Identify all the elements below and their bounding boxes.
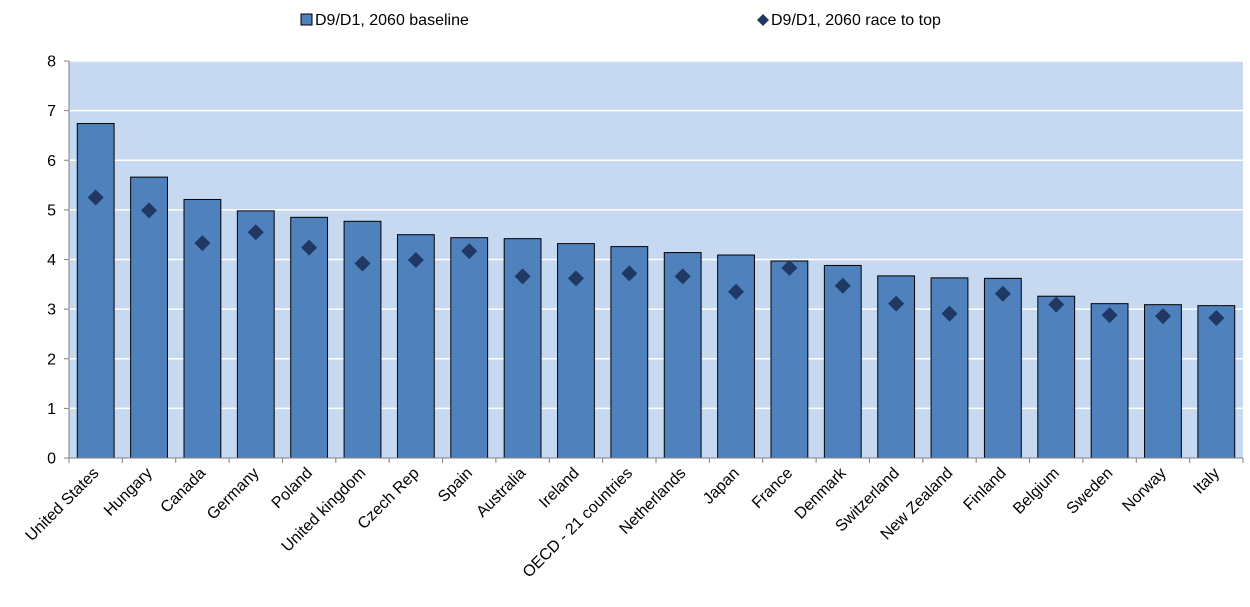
x-tick-label: Finland — [961, 465, 1010, 514]
bar — [663, 252, 702, 459]
bar — [130, 176, 168, 459]
bar — [290, 216, 329, 459]
legend-swatch-baseline — [300, 13, 313, 26]
bar — [1144, 304, 1182, 459]
diamond-marker — [728, 283, 745, 300]
diamond-marker — [1208, 310, 1225, 327]
bar — [1090, 303, 1129, 459]
x-tick-label: France — [749, 465, 796, 512]
diamond-marker — [1048, 296, 1065, 313]
bar — [1197, 305, 1236, 459]
x-tick-label: Spain — [435, 465, 476, 506]
y-tick-label: 7 — [47, 103, 56, 120]
diamond-marker — [354, 255, 371, 272]
y-tick-label: 1 — [47, 401, 56, 418]
x-tick-label: Italy — [1190, 465, 1223, 498]
y-tick-label: 2 — [47, 351, 56, 368]
y-tick-label: 8 — [47, 54, 56, 71]
x-tick-label: Belgium — [1010, 465, 1063, 518]
legend-label-baseline: D9/D1, 2060 baseline — [315, 12, 469, 29]
diamond-marker — [247, 224, 264, 241]
diamond-marker — [194, 235, 211, 252]
bar — [450, 237, 489, 459]
diamond-marker — [407, 251, 424, 268]
y-tick-label: 6 — [47, 153, 56, 170]
x-tick-label: Norway — [1119, 465, 1169, 515]
diamond-marker — [1101, 307, 1118, 324]
diamond-marker — [621, 265, 638, 282]
bar — [983, 277, 1022, 459]
legend-swatch-race-to-top — [757, 14, 769, 26]
bar — [930, 277, 969, 459]
diamond-marker — [888, 295, 905, 312]
x-tick-label: Japan — [700, 465, 743, 508]
diamond-marker — [994, 285, 1011, 302]
diamond-marker — [781, 259, 798, 276]
diamond-marker — [514, 268, 531, 285]
bar — [76, 123, 115, 459]
x-tick-label: Hungary — [101, 465, 156, 520]
diamond-marker — [301, 239, 318, 256]
diamond-marker — [87, 189, 104, 206]
bar — [183, 198, 222, 459]
bar — [770, 260, 809, 459]
x-tick-label: Sweden — [1064, 465, 1117, 518]
diamond-marker — [141, 202, 158, 219]
x-tick-label: Poland — [269, 465, 316, 512]
x-tick-label: Canada — [158, 465, 210, 517]
y-tick-label: 4 — [47, 252, 56, 269]
diamond-marker — [1154, 308, 1171, 325]
x-tick-label: Australia — [473, 465, 529, 521]
diamond-marker — [674, 268, 691, 285]
bar — [1037, 295, 1076, 459]
bar — [236, 210, 275, 459]
diamond-marker — [941, 305, 958, 322]
y-tick-label: 5 — [47, 202, 56, 219]
x-tick-label: Ireland — [536, 465, 583, 512]
legend-label-race-to-top: D9/D1, 2060 race to top — [771, 12, 941, 29]
y-tick-label: 3 — [47, 302, 56, 319]
diamond-marker — [461, 243, 478, 260]
x-tick-label: United States — [23, 465, 103, 545]
y-tick-label: 0 — [47, 451, 56, 468]
diamond-marker — [834, 277, 851, 294]
x-tick-label: Germany — [204, 465, 263, 524]
bar — [823, 264, 862, 459]
diamond-marker — [567, 270, 584, 287]
bar — [396, 234, 435, 459]
